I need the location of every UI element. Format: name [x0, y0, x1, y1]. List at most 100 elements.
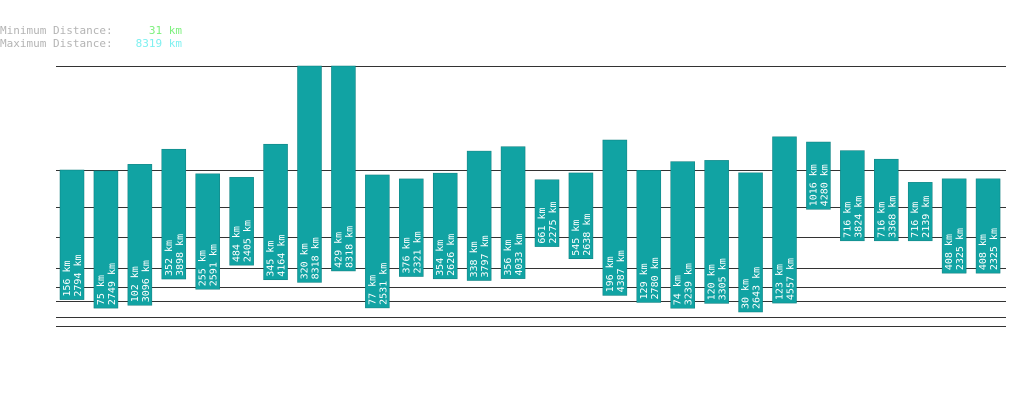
- bar-max-label: 2794 km: [73, 254, 84, 296]
- bar-min-label: 320 km: [300, 243, 311, 279]
- range-bar: [534, 179, 560, 247]
- bar-max-label: 3824 km: [853, 196, 864, 238]
- bars: 156 km 2794 km 75 km 2749 km 102 km 3096 km 35…: [59, 65, 1001, 313]
- bar-min-label: 661 km: [537, 207, 548, 243]
- range-bar: [738, 172, 763, 313]
- bar-min-label: 408 km: [944, 234, 955, 270]
- bar-group: 408 km 2325 km: [941, 178, 967, 274]
- bar-max-label: 2531 km: [378, 263, 389, 305]
- range-bar: [670, 161, 695, 309]
- range-bar: [874, 158, 899, 242]
- bar-max-label: 3368 km: [887, 196, 898, 238]
- bar-max-label: 2139 km: [921, 196, 932, 238]
- bar-min-label: 255 km: [198, 250, 209, 286]
- bar-group: 484 km 2405 km: [229, 177, 254, 266]
- range-bar: [602, 139, 628, 296]
- bar-min-label: 376 km: [401, 237, 412, 273]
- bar-group: 354 km 2626 km: [432, 172, 458, 280]
- bar-min-label: 120 km: [707, 264, 718, 300]
- minimum-distance-row: Minimum Distance: 31 km: [0, 24, 182, 37]
- bar-group: 429 km 8318 km: [331, 65, 356, 272]
- bar-max-label: 4164 km: [277, 235, 288, 277]
- maximum-distance-label: Maximum Distance:: [0, 37, 113, 50]
- range-bar: [229, 177, 254, 266]
- bar-max-label: 8318 km: [311, 237, 322, 279]
- bar-min-label: 408 km: [978, 234, 989, 270]
- maximum-distance-value: 8319 km: [135, 37, 182, 50]
- bar-min-label: 545 km: [571, 220, 582, 256]
- range-bar: [772, 136, 797, 304]
- range-bar: [568, 172, 594, 260]
- bar-max-label: 3797 km: [480, 235, 491, 277]
- bar-max-label: 2325 km: [955, 228, 966, 270]
- bar-group: 356 km 4033 km: [500, 146, 526, 279]
- bar-group: 75 km 2749 km: [93, 170, 119, 309]
- bar-max-label: 3898 km: [175, 234, 186, 276]
- bar-min-label: 338 km: [469, 241, 480, 277]
- bar-group: 74 km 3239 km: [670, 161, 695, 309]
- bar-group: 120 km 3305 km: [704, 160, 729, 304]
- range-bar: [161, 148, 187, 280]
- range-bar: [399, 178, 424, 277]
- bar-max-label: 2321 km: [412, 231, 423, 273]
- bar-group: 77 km 2531 km: [365, 174, 390, 309]
- range-bar: [365, 174, 390, 309]
- bar-group: 102 km 3096 km: [127, 164, 153, 306]
- bar-max-label: 2643 km: [752, 267, 763, 309]
- bar-max-label: 2626 km: [446, 234, 457, 276]
- bar-max-label: 2325 km: [989, 228, 1000, 270]
- bar-group: 255 km 2591 km: [195, 173, 220, 290]
- bar-group: 716 km 3368 km: [874, 158, 899, 242]
- bar-min-label: 716 km: [842, 202, 853, 238]
- bar-min-label: 77 km: [367, 275, 378, 305]
- bar-min-label: 129 km: [639, 263, 650, 299]
- range-bar: [907, 182, 933, 242]
- bar-min-label: 1016 km: [808, 164, 819, 206]
- range-bar: [636, 170, 662, 303]
- bar-max-label: 2275 km: [548, 201, 559, 243]
- maximum-distance-row: Maximum Distance: 8319 km: [0, 37, 182, 50]
- bar-max-label: 8318 km: [344, 226, 355, 268]
- bar-group: 320 km 8318 km: [297, 65, 322, 283]
- range-bar: [704, 160, 729, 304]
- bar-min-label: 345 km: [266, 241, 277, 277]
- bar-max-label: 3096 km: [141, 260, 152, 302]
- bar-group: 408 km 2325 km: [975, 178, 1001, 274]
- range-bar: [59, 169, 85, 300]
- bar-min-label: 102 km: [130, 266, 141, 302]
- bar-group: 1016 km 4280 km: [806, 141, 831, 210]
- bar-group: 30 km 2643 km: [738, 172, 763, 313]
- bar-group: 196 km 4387 km: [602, 139, 628, 296]
- bar-group: 716 km 3824 km: [840, 150, 865, 242]
- bar-max-label: 4280 km: [819, 164, 830, 206]
- range-bar: [127, 164, 153, 306]
- range-bar: [263, 143, 288, 281]
- minimum-distance-label: Minimum Distance:: [0, 24, 113, 37]
- bar-min-label: 123 km: [775, 264, 786, 300]
- bar-group: 123 km 4557 km: [772, 136, 797, 304]
- bar-min-label: 74 km: [673, 275, 684, 305]
- bar-min-label: 429 km: [333, 232, 344, 268]
- bar-group: 129 km 2780 km: [636, 170, 662, 303]
- range-bar: [466, 150, 492, 281]
- bar-min-label: 156 km: [62, 260, 73, 296]
- bar-max-label: 4387 km: [616, 250, 627, 292]
- range-bar: [840, 150, 865, 242]
- minimum-distance-value: 31 km: [148, 24, 182, 37]
- bar-group: 376 km 2321 km: [399, 178, 424, 277]
- range-bar: [331, 65, 356, 272]
- bar-group: 352 km 3898 km: [161, 148, 187, 280]
- bar-group: 545 km 2638 km: [568, 172, 594, 260]
- bar-min-label: 356 km: [503, 239, 514, 275]
- bar-min-label: 716 km: [876, 202, 887, 238]
- distance-summary: Minimum Distance: 31 km Maximum Distance:…: [0, 24, 182, 50]
- bar-min-label: 75 km: [96, 275, 107, 305]
- bar-group: 338 km 3797 km: [466, 150, 492, 281]
- range-bar: [806, 141, 831, 210]
- range-bar: [941, 178, 967, 274]
- bar-max-label: 2638 km: [582, 214, 593, 256]
- bar-max-label: 2591 km: [209, 244, 220, 286]
- range-bar: [93, 170, 119, 309]
- bar-min-label: 354 km: [435, 240, 446, 276]
